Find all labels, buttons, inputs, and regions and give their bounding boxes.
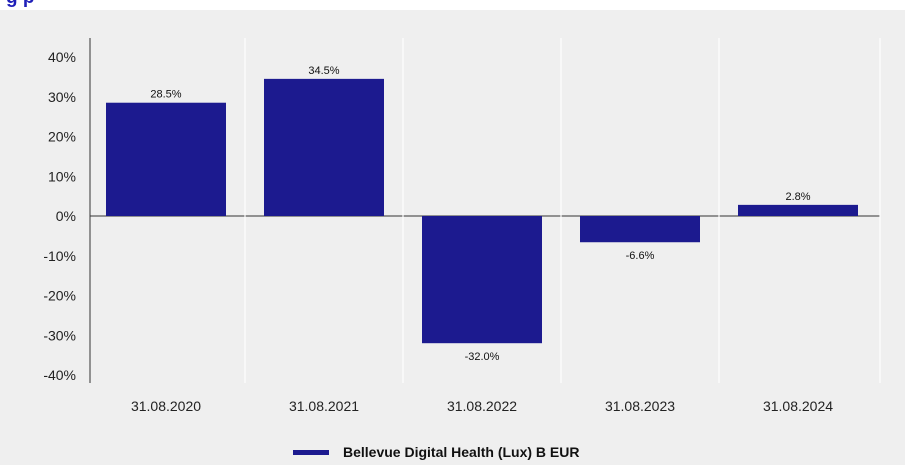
data-label: 28.5% <box>150 89 181 101</box>
bar <box>580 216 700 243</box>
x-tick-label: 31.08.2021 <box>289 398 359 414</box>
y-tick-label: 30% <box>48 89 76 105</box>
data-label: 2.8% <box>785 191 810 203</box>
header-strip: g p <box>0 0 905 10</box>
x-tick-label: 31.08.2022 <box>447 398 517 414</box>
y-tick-label: -20% <box>43 288 76 304</box>
bar <box>422 216 542 344</box>
legend-swatch <box>293 449 329 455</box>
data-label: 34.5% <box>308 65 339 77</box>
y-tick-label: 40% <box>48 49 76 65</box>
x-tick-label: 31.08.2024 <box>763 398 833 414</box>
legend: Bellevue Digital Health (Lux) B EUR <box>293 440 579 464</box>
data-label: -32.0% <box>465 351 500 363</box>
y-tick-label: 20% <box>48 129 76 145</box>
y-tick-label: -40% <box>43 367 76 383</box>
chart-bars <box>106 78 858 344</box>
y-tick-label: -10% <box>43 248 76 264</box>
bar <box>738 204 858 216</box>
data-label: -6.6% <box>626 250 655 262</box>
y-tick-label: 10% <box>48 168 76 184</box>
legend-label: Bellevue Digital Health (Lux) B EUR <box>343 444 580 460</box>
bar <box>106 102 226 216</box>
x-tick-label: 31.08.2020 <box>131 398 201 414</box>
chart-labels: 28.5% 31.08.2020 34.5% 31.08.2021 -32.0% 31.0… <box>131 65 833 414</box>
y-tick-label: 0% <box>56 208 76 224</box>
x-tick-label: 31.08.2023 <box>605 398 675 414</box>
header-title-fragment: g p <box>6 0 35 9</box>
bar <box>264 78 384 216</box>
y-tick-label: -30% <box>43 327 76 343</box>
